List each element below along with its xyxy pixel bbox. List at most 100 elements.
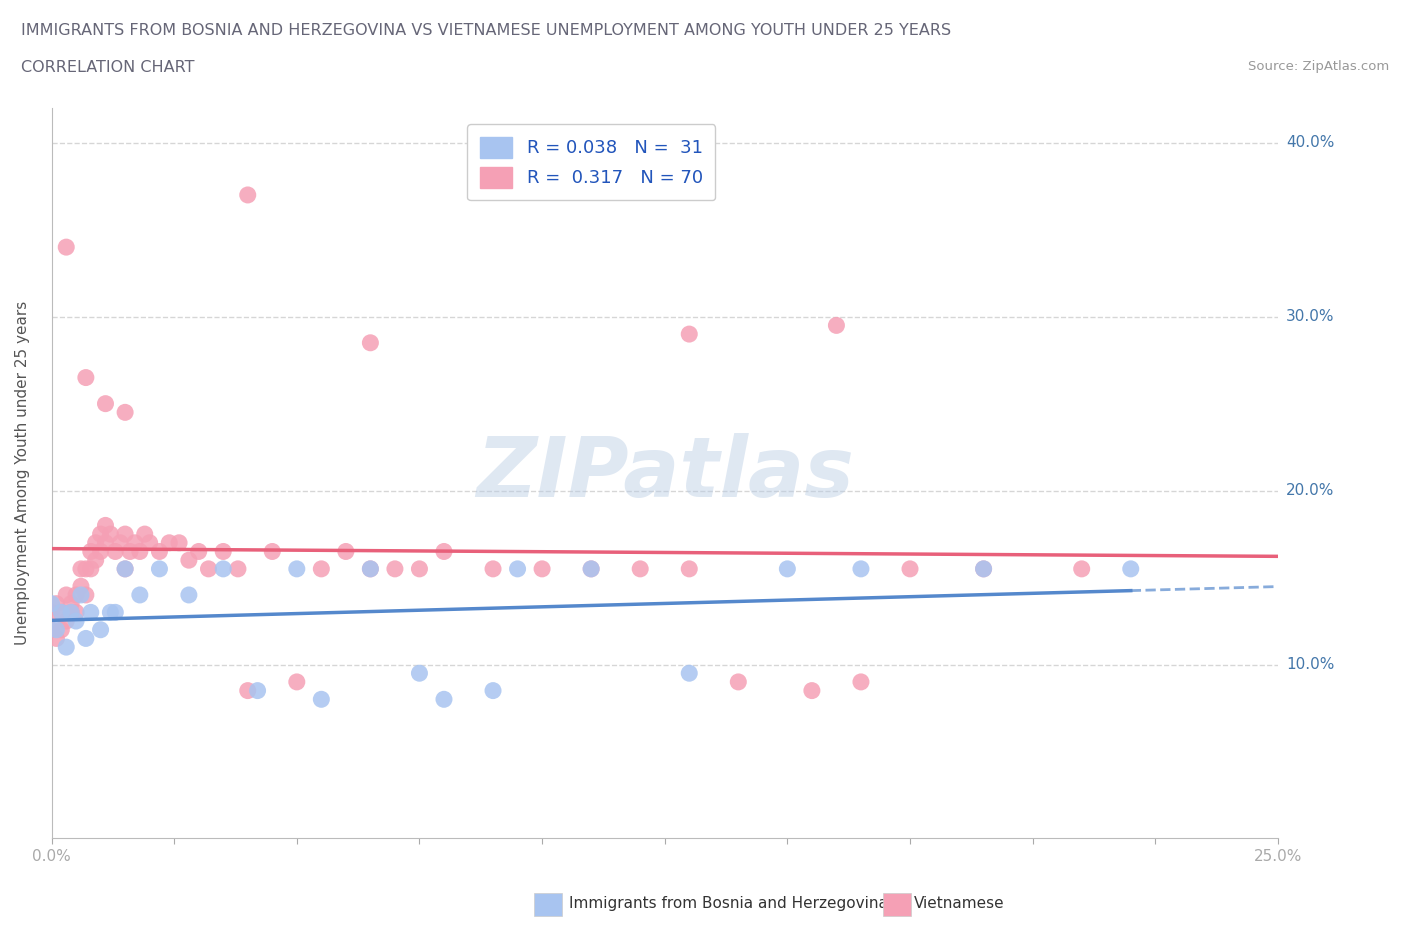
Point: [60, 604, 83, 619]
Y-axis label: Unemployment Among Youth under 25 years: Unemployment Among Youth under 25 years: [15, 301, 30, 645]
Point: [727, 674, 749, 689]
Point: [70, 562, 93, 577]
Text: Immigrants from Bosnia and Herzegovina: Immigrants from Bosnia and Herzegovina: [569, 897, 889, 911]
Point: [114, 405, 136, 419]
Point: [45, 596, 67, 611]
Point: [212, 544, 235, 559]
Point: [100, 604, 122, 619]
Point: [285, 562, 308, 577]
Point: [311, 692, 333, 707]
Point: [84, 536, 107, 551]
Point: [849, 674, 872, 689]
Text: Vietnamese: Vietnamese: [914, 897, 1004, 911]
Point: [157, 536, 180, 551]
Point: [114, 562, 136, 577]
Text: 30.0%: 30.0%: [1286, 309, 1334, 325]
Point: [51, 622, 73, 637]
Point: [75, 631, 97, 645]
Point: [285, 674, 308, 689]
Point: [41, 604, 63, 619]
Point: [226, 562, 249, 577]
Text: 10.0%: 10.0%: [1286, 657, 1334, 672]
Point: [579, 562, 602, 577]
Point: [128, 544, 150, 559]
Point: [531, 562, 554, 577]
Point: [800, 684, 823, 698]
Text: ZIPatlas: ZIPatlas: [475, 432, 853, 513]
Point: [118, 544, 141, 559]
Point: [148, 544, 170, 559]
Point: [384, 562, 406, 577]
Point: [335, 544, 357, 559]
Point: [45, 622, 67, 637]
Point: [359, 336, 381, 351]
Point: [246, 684, 269, 698]
Point: [65, 588, 87, 603]
Point: [51, 604, 73, 619]
Point: [359, 562, 381, 577]
Point: [65, 614, 87, 629]
Point: [84, 552, 107, 567]
Point: [408, 562, 430, 577]
Point: [849, 562, 872, 577]
Point: [138, 536, 160, 551]
Point: [433, 544, 456, 559]
Text: 20.0%: 20.0%: [1286, 483, 1334, 498]
Point: [55, 614, 77, 629]
Legend: R = 0.038   N =  31, R =  0.317   N = 70: R = 0.038 N = 31, R = 0.317 N = 70: [467, 125, 716, 200]
Point: [148, 562, 170, 577]
Point: [60, 604, 83, 619]
Point: [94, 536, 117, 551]
Point: [167, 536, 190, 551]
Point: [51, 604, 73, 619]
Point: [108, 536, 131, 551]
Text: Source: ZipAtlas.com: Source: ZipAtlas.com: [1249, 60, 1389, 73]
Point: [236, 188, 259, 203]
Point: [973, 562, 995, 577]
Point: [482, 684, 505, 698]
Point: [311, 562, 333, 577]
Point: [41, 596, 63, 611]
Point: [825, 318, 848, 333]
Point: [678, 666, 700, 681]
Point: [262, 544, 284, 559]
Text: CORRELATION CHART: CORRELATION CHART: [21, 60, 194, 75]
Point: [482, 562, 505, 577]
Point: [90, 622, 112, 637]
Point: [134, 526, 156, 541]
Point: [70, 588, 93, 603]
Point: [973, 562, 995, 577]
Point: [104, 544, 127, 559]
Point: [104, 604, 127, 619]
Text: 40.0%: 40.0%: [1286, 135, 1334, 151]
Point: [197, 562, 219, 577]
Point: [433, 692, 456, 707]
Point: [236, 684, 259, 698]
Point: [1119, 562, 1142, 577]
Point: [94, 396, 117, 411]
Point: [70, 578, 93, 593]
Point: [187, 544, 209, 559]
Point: [55, 240, 77, 255]
Point: [80, 604, 103, 619]
Point: [41, 622, 63, 637]
Point: [898, 562, 921, 577]
Point: [65, 604, 87, 619]
Point: [75, 370, 97, 385]
Point: [628, 562, 651, 577]
Point: [80, 562, 103, 577]
Point: [177, 588, 200, 603]
Point: [114, 526, 136, 541]
Point: [124, 536, 146, 551]
Point: [100, 526, 122, 541]
Point: [579, 562, 602, 577]
Point: [408, 666, 430, 681]
Point: [678, 326, 700, 341]
Point: [212, 562, 235, 577]
Point: [75, 562, 97, 577]
Point: [177, 552, 200, 567]
Point: [80, 544, 103, 559]
Point: [776, 562, 799, 577]
Point: [90, 526, 112, 541]
Point: [45, 631, 67, 645]
